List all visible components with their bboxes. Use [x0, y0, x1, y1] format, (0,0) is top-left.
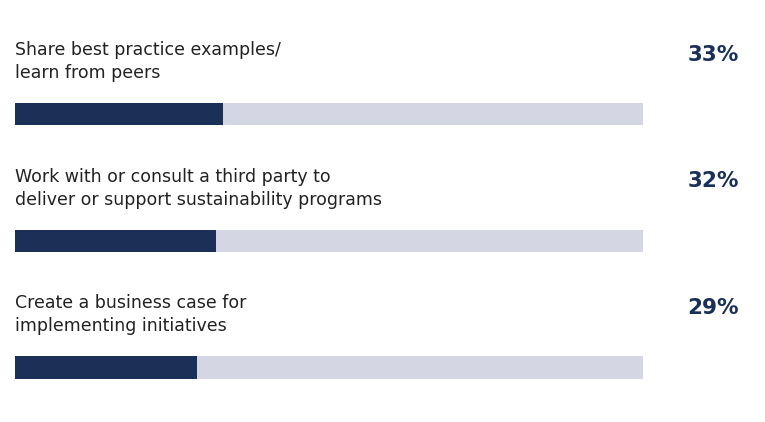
- Text: Work with or consult a third party to
deliver or support sustainability programs: Work with or consult a third party to de…: [15, 168, 382, 208]
- Bar: [15, 230, 643, 252]
- Bar: [15, 357, 643, 379]
- Text: Create a business case for
implementing initiatives: Create a business case for implementing …: [15, 295, 246, 335]
- Bar: [15, 357, 197, 379]
- Text: Share best practice examples/
learn from peers: Share best practice examples/ learn from…: [15, 41, 282, 82]
- Text: 33%: 33%: [688, 45, 739, 65]
- Text: 32%: 32%: [687, 171, 739, 191]
- Bar: [15, 230, 216, 252]
- Bar: [15, 103, 643, 125]
- Bar: [15, 103, 223, 125]
- Text: 29%: 29%: [687, 298, 739, 318]
